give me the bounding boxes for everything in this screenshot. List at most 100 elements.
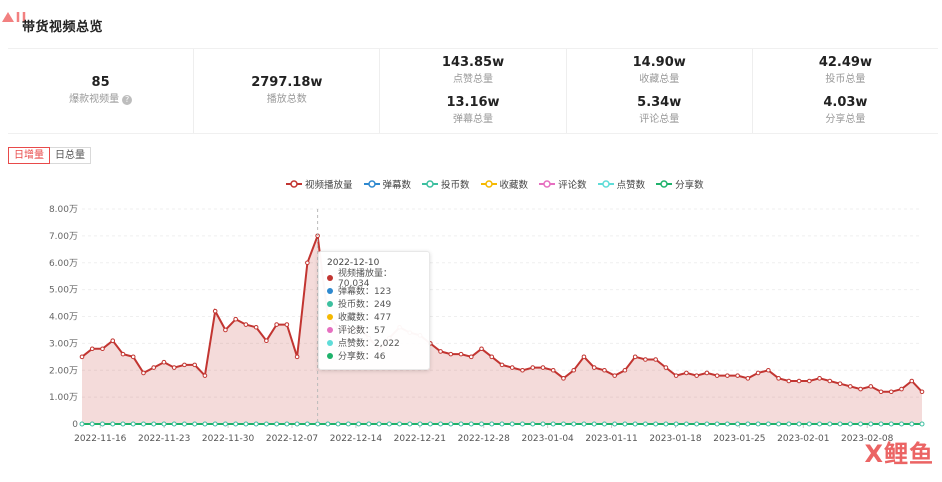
data-point[interactable] (919, 389, 925, 395)
tooltip-value: 收藏数：477 (338, 313, 392, 323)
data-point[interactable] (858, 386, 863, 392)
daily-increase-button[interactable]: 日增量 (8, 147, 50, 164)
data-point[interactable] (202, 373, 208, 378)
data-point[interactable] (868, 384, 874, 389)
data-point[interactable] (888, 389, 894, 395)
baseline-point (386, 421, 392, 427)
data-point[interactable] (171, 365, 177, 370)
data-point[interactable] (602, 367, 607, 373)
play-count-chart[interactable]: 0 1.00万 2.00万 3.00万 4.00万 5.00万 6.00万 7.00万 8.00… (0, 195, 942, 482)
data-point[interactable] (151, 365, 157, 370)
data-point[interactable] (509, 365, 515, 370)
legend-marker-icon (286, 180, 302, 188)
data-point[interactable] (243, 322, 249, 327)
data-point[interactable] (520, 367, 525, 373)
data-point[interactable] (745, 376, 751, 381)
data-point[interactable] (448, 351, 454, 357)
data-point[interactable] (489, 354, 495, 360)
data-point[interactable] (182, 362, 187, 368)
tooltip-value: 弹幕数：123 (338, 287, 392, 297)
legend-item[interactable]: 收藏数 (480, 177, 528, 191)
data-point[interactable] (233, 316, 238, 322)
legend-item[interactable]: 评论数 (539, 177, 587, 191)
data-point[interactable] (807, 378, 812, 384)
baseline-point (438, 421, 444, 427)
baseline-point (827, 421, 833, 427)
data-point[interactable] (141, 370, 146, 376)
help-icon[interactable]: ? (122, 95, 133, 105)
data-point[interactable] (212, 308, 218, 314)
data-point[interactable] (796, 378, 802, 384)
baseline-point (458, 421, 464, 427)
legend-item[interactable]: 点赞数 (597, 177, 645, 191)
data-point[interactable] (622, 367, 628, 373)
data-point[interactable] (120, 351, 126, 357)
tooltip-value: 投币数：249 (338, 300, 392, 310)
data-point[interactable] (694, 373, 699, 378)
stat-label: 分享总量 (825, 114, 866, 125)
data-point[interactable] (643, 357, 648, 362)
data-point[interactable] (878, 389, 884, 395)
data-point[interactable] (776, 376, 781, 381)
data-point[interactable] (305, 260, 310, 266)
data-point[interactable] (479, 346, 484, 352)
baseline-point (407, 421, 413, 427)
baseline-point (796, 421, 802, 427)
data-point[interactable] (591, 365, 597, 370)
data-point[interactable] (612, 373, 617, 378)
series-dot-icon (327, 287, 333, 294)
data-point[interactable] (540, 365, 546, 370)
data-point[interactable] (714, 373, 720, 378)
legend-item[interactable]: 投币数 (422, 177, 470, 191)
data-point[interactable] (663, 365, 669, 370)
data-point[interactable] (571, 367, 577, 373)
daily-total-button[interactable]: 日总量 (50, 147, 91, 164)
data-point[interactable] (223, 327, 228, 333)
data-point[interactable] (581, 354, 587, 360)
legend-item[interactable]: 视频播放量 (286, 177, 353, 191)
data-point[interactable] (253, 324, 259, 330)
data-point[interactable] (673, 373, 679, 378)
data-point[interactable] (284, 322, 290, 327)
data-point[interactable] (735, 373, 740, 378)
baseline-point (140, 421, 146, 427)
data-point[interactable] (766, 367, 771, 373)
data-point[interactable] (725, 373, 730, 378)
legend-item[interactable]: 弹幕数 (363, 177, 411, 191)
data-point[interactable] (530, 365, 536, 370)
data-point[interactable] (264, 338, 269, 343)
data-point[interactable] (837, 381, 843, 386)
data-point[interactable] (192, 362, 197, 368)
data-point[interactable] (79, 354, 85, 360)
data-point[interactable] (100, 346, 105, 352)
baseline-point (550, 421, 556, 427)
data-point[interactable] (847, 384, 853, 389)
data-point[interactable] (294, 354, 300, 360)
data-point[interactable] (786, 378, 792, 384)
data-point[interactable] (110, 338, 116, 343)
baseline-point (745, 421, 751, 427)
data-point[interactable] (684, 370, 689, 376)
baseline-point (540, 421, 546, 427)
data-point[interactable] (499, 362, 505, 368)
data-point[interactable] (550, 367, 556, 373)
data-point[interactable] (899, 386, 904, 392)
data-point[interactable] (909, 378, 915, 384)
data-point[interactable] (755, 370, 761, 376)
data-point[interactable] (161, 359, 167, 365)
data-point[interactable] (632, 354, 638, 360)
data-point[interactable] (438, 349, 443, 354)
baseline-point (622, 421, 628, 427)
data-point[interactable] (704, 370, 710, 376)
data-point[interactable] (468, 354, 474, 360)
data-point[interactable] (817, 376, 822, 381)
data-point[interactable] (827, 378, 833, 384)
stat-value: 2797.18w (251, 75, 323, 90)
data-point[interactable] (561, 376, 566, 381)
data-point[interactable] (458, 351, 464, 357)
data-point[interactable] (274, 322, 279, 327)
data-point[interactable] (130, 354, 136, 360)
data-point[interactable] (89, 346, 95, 352)
legend-item[interactable]: 分享数 (656, 177, 704, 191)
data-point[interactable] (653, 357, 658, 362)
